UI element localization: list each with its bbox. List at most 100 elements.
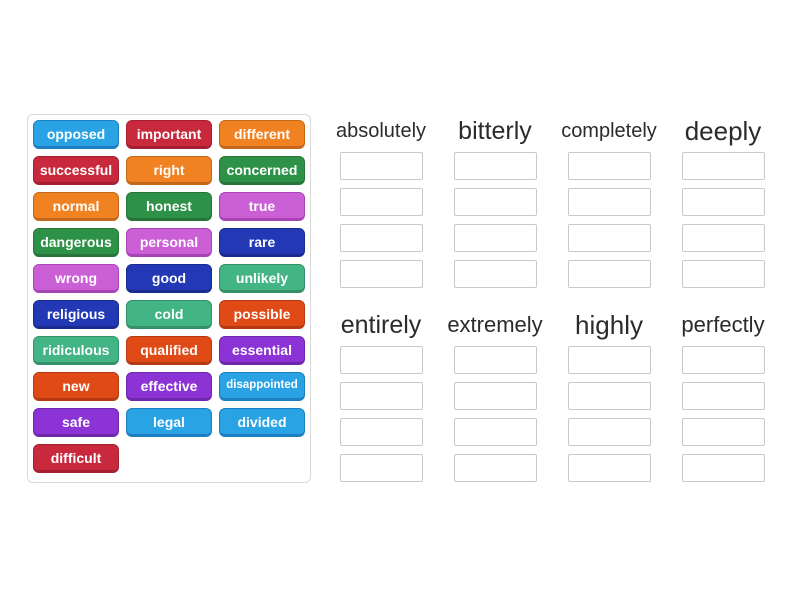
group-slot-list <box>681 152 765 288</box>
drop-slot-extremely-1[interactable] <box>453 346 537 374</box>
drop-slot-bitterly-1[interactable] <box>453 152 537 180</box>
word-tile-divided[interactable]: divided <box>219 408 305 437</box>
word-tile-label: legal <box>153 413 185 430</box>
drop-slot-extremely-4[interactable] <box>453 454 537 482</box>
word-tile-religious[interactable]: religious <box>33 300 119 329</box>
drop-slot-perfectly-4[interactable] <box>681 454 765 482</box>
word-tile-concerned[interactable]: concerned <box>219 156 305 185</box>
drop-slot-bitterly-2[interactable] <box>453 188 537 216</box>
group-column: highly <box>552 304 666 482</box>
word-tile-difficult[interactable]: difficult <box>33 444 119 473</box>
drop-slot-entirely-2[interactable] <box>339 382 423 410</box>
group-column: deeply <box>666 110 780 288</box>
word-tile-label: important <box>136 125 202 142</box>
word-tile-successful[interactable]: successful <box>33 156 119 185</box>
group-header-perfectly: perfectly <box>681 312 765 337</box>
word-tile-legal[interactable]: legal <box>126 408 212 437</box>
word-tile-label: religious <box>46 305 106 322</box>
word-tile-label: qualified <box>140 341 198 358</box>
word-tile-label: opposed <box>46 125 106 142</box>
group-header-bitterly: bitterly <box>458 116 532 145</box>
drop-slot-absolutely-4[interactable] <box>339 260 423 288</box>
drop-slot-absolutely-3[interactable] <box>339 224 423 252</box>
word-tile-different[interactable]: different <box>219 120 305 149</box>
group-slot-list <box>567 152 651 288</box>
group-slot-list <box>453 346 537 482</box>
drop-slot-deeply-1[interactable] <box>681 152 765 180</box>
word-tile-qualified[interactable]: qualified <box>126 336 212 365</box>
word-tile-ridiculous[interactable]: ridiculous <box>33 336 119 365</box>
word-tile-label: possible <box>233 305 291 322</box>
word-tile-normal[interactable]: normal <box>33 192 119 221</box>
drop-slot-perfectly-2[interactable] <box>681 382 765 410</box>
word-tile-label: right <box>153 161 185 178</box>
word-tile-true[interactable]: true <box>219 192 305 221</box>
word-tile-label: successful <box>39 161 113 178</box>
word-tile-good[interactable]: good <box>126 264 212 293</box>
word-tile-label: personal <box>139 233 199 250</box>
group-sort-area: absolutely bitterly completely deeply en… <box>324 110 780 482</box>
word-tile-label: cold <box>154 305 184 322</box>
word-tile-label: dangerous <box>40 233 112 250</box>
word-tile-wrong[interactable]: wrong <box>33 264 119 293</box>
word-tile-label: safe <box>61 413 91 430</box>
drop-slot-highly-1[interactable] <box>567 346 651 374</box>
word-tile-label: divided <box>237 413 287 430</box>
word-tile-label: honest <box>146 197 192 214</box>
word-tile-new[interactable]: new <box>33 372 119 401</box>
drop-slot-extremely-3[interactable] <box>453 418 537 446</box>
group-header-extremely: extremely <box>447 312 543 337</box>
group-column: extremely <box>438 304 552 482</box>
word-tile-dangerous[interactable]: dangerous <box>33 228 119 257</box>
drop-slot-highly-3[interactable] <box>567 418 651 446</box>
drop-slot-completely-4[interactable] <box>567 260 651 288</box>
drop-slot-highly-4[interactable] <box>567 454 651 482</box>
word-tile-cold[interactable]: cold <box>126 300 212 329</box>
group-header-absolutely: absolutely <box>335 119 427 142</box>
word-bank-panel: opposed important different successful r… <box>27 114 311 483</box>
group-column: perfectly <box>666 304 780 482</box>
word-tile-label: ridiculous <box>42 341 110 358</box>
drop-slot-bitterly-4[interactable] <box>453 260 537 288</box>
drop-slot-extremely-2[interactable] <box>453 382 537 410</box>
word-tile-unlikely[interactable]: unlikely <box>219 264 305 293</box>
drop-slot-completely-1[interactable] <box>567 152 651 180</box>
word-tile-honest[interactable]: honest <box>126 192 212 221</box>
word-tile-label: new <box>62 377 90 394</box>
drop-slot-bitterly-3[interactable] <box>453 224 537 252</box>
word-tile-essential[interactable]: essential <box>219 336 305 365</box>
word-tile-disappointed[interactable]: disappointed <box>219 372 305 401</box>
drop-slot-completely-3[interactable] <box>567 224 651 252</box>
drop-slot-deeply-3[interactable] <box>681 224 765 252</box>
group-slot-list <box>567 346 651 482</box>
word-tile-label: good <box>151 269 187 286</box>
word-tile-personal[interactable]: personal <box>126 228 212 257</box>
word-tile-label: wrong <box>55 269 97 286</box>
word-tile-right[interactable]: right <box>126 156 212 185</box>
drop-slot-deeply-2[interactable] <box>681 188 765 216</box>
drop-slot-perfectly-3[interactable] <box>681 418 765 446</box>
word-tile-important[interactable]: important <box>126 120 212 149</box>
drop-slot-absolutely-2[interactable] <box>339 188 423 216</box>
word-bank-tile-grid: opposed important different successful r… <box>28 115 310 478</box>
group-header-deeply: deeply <box>684 115 762 146</box>
word-tile-label: true <box>248 197 276 214</box>
drop-slot-entirely-3[interactable] <box>339 418 423 446</box>
drop-slot-deeply-4[interactable] <box>681 260 765 288</box>
drop-slot-absolutely-1[interactable] <box>339 152 423 180</box>
word-tile-possible[interactable]: possible <box>219 300 305 329</box>
word-tile-rare[interactable]: rare <box>219 228 305 257</box>
drop-slot-perfectly-1[interactable] <box>681 346 765 374</box>
group-header-completely: completely <box>561 119 657 142</box>
drop-slot-highly-2[interactable] <box>567 382 651 410</box>
drop-slot-entirely-4[interactable] <box>339 454 423 482</box>
word-tile-effective[interactable]: effective <box>126 372 212 401</box>
word-tile-label: concerned <box>226 161 298 178</box>
word-tile-opposed[interactable]: opposed <box>33 120 119 149</box>
drop-slot-entirely-1[interactable] <box>339 346 423 374</box>
group-header-highly: highly <box>575 309 643 340</box>
drop-slot-completely-2[interactable] <box>567 188 651 216</box>
group-column: bitterly <box>438 110 552 288</box>
group-slot-list <box>681 346 765 482</box>
word-tile-safe[interactable]: safe <box>33 408 119 437</box>
